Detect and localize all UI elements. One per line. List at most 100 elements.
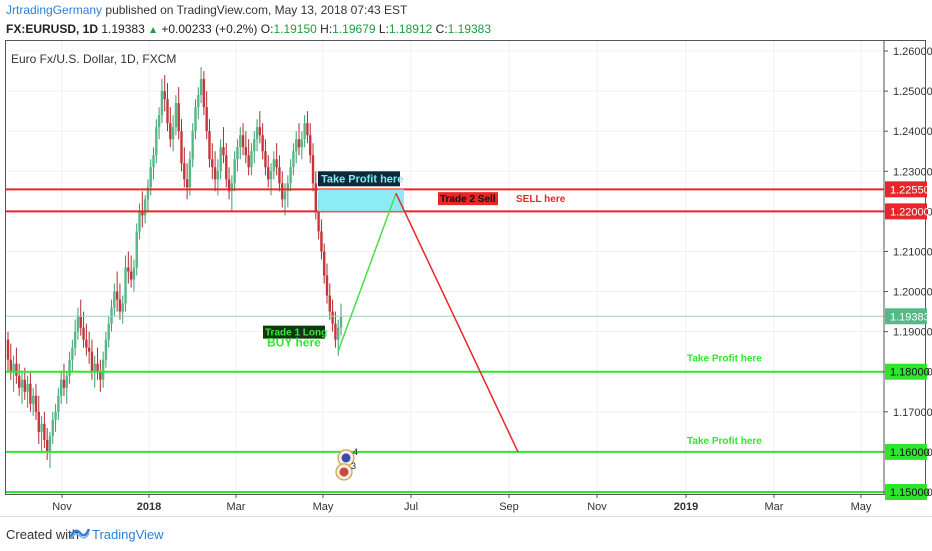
candle-body (79, 315, 82, 328)
sell-label: SELL here (516, 194, 566, 205)
candle-body (143, 199, 147, 216)
symbol-label: FX:EURUSD, 1D (6, 22, 99, 36)
candle-body (171, 127, 175, 140)
candle-body (317, 211, 320, 232)
take-profit-1-label: Take Profit here (687, 354, 762, 365)
candle-body (124, 267, 127, 304)
candle-body (219, 147, 222, 172)
candle-body (311, 155, 315, 184)
y-tick-label: 1.21000 (893, 246, 932, 258)
candle-body (163, 91, 166, 100)
candle-body (138, 211, 141, 232)
candle-body (236, 147, 239, 160)
author-link[interactable]: JrtradingGermany (6, 3, 103, 17)
candle-body (37, 411, 40, 432)
candle-body (188, 159, 192, 188)
candle-body (57, 395, 60, 412)
candle-body (113, 291, 116, 308)
candle-body (118, 299, 122, 312)
candle-body (65, 375, 68, 388)
candle-body (295, 139, 298, 152)
candle-body (194, 107, 197, 132)
candle-body (185, 179, 189, 188)
long-projection-line (337, 193, 397, 352)
candle-body (264, 151, 267, 168)
candle-body (323, 251, 326, 276)
y-tick-label: 1.26000 (893, 46, 932, 58)
candle-body (283, 191, 287, 200)
candle-body (334, 323, 337, 340)
candle-body (15, 363, 18, 376)
candle-body (90, 351, 94, 372)
candle-body (54, 411, 57, 420)
candle-body (303, 123, 306, 140)
footer: Created with TradingView (0, 516, 932, 551)
candle-body (82, 327, 85, 340)
candle-body (152, 155, 155, 168)
candle-body (48, 435, 52, 452)
take-profit-label-bg (318, 171, 400, 187)
candle-body (132, 267, 136, 280)
candle-body (205, 107, 208, 132)
candle-body (180, 131, 183, 164)
level-badge (885, 181, 927, 198)
tradingview-brand[interactable]: TradingView (92, 527, 164, 542)
candle-body (233, 159, 236, 184)
level-badge (885, 483, 927, 500)
event-count: 4 (353, 447, 358, 457)
x-tick-label: May (851, 501, 872, 513)
candle-body (230, 183, 234, 192)
level-label: 1.22000 (890, 206, 930, 218)
x-tick-label: Nov (587, 501, 607, 513)
candle-body (12, 363, 15, 372)
candle-body (309, 135, 312, 156)
candle-body (169, 123, 172, 140)
candle-body (87, 347, 91, 352)
up-arrow-icon: ▲ (148, 25, 158, 36)
candle-body (104, 339, 108, 360)
level-badge (885, 443, 927, 460)
change-value: +0.00233 (+0.2%) (161, 22, 258, 36)
take-profit-box (318, 189, 404, 212)
candle-body (253, 139, 256, 152)
published-text: published on TradingView.com, May 13, 20… (105, 3, 408, 17)
y-tick-label: 1.23000 (893, 166, 932, 178)
horizontal-lines (6, 188, 884, 493)
candle-body (157, 115, 161, 128)
candle-body (197, 95, 200, 108)
y-tick-label: 1.24000 (893, 126, 932, 138)
candle-body (115, 291, 119, 300)
candle-body (166, 99, 169, 124)
y-tick-label: 1.17000 (893, 407, 932, 419)
event-count: 3 (351, 461, 356, 471)
candle-body (71, 347, 74, 360)
candle-body (85, 339, 88, 348)
x-tick-label: 2018 (137, 501, 161, 513)
open-value: 1.19150 (273, 22, 317, 36)
candle-body (339, 316, 343, 328)
candle-body (225, 155, 228, 180)
candle-body (68, 359, 71, 376)
price-chart[interactable]: Euro Fx/U.S. Dollar, 1D, FXCM Take Profi… (0, 0, 932, 516)
event-flag-inner (339, 467, 349, 477)
candle-body (174, 103, 178, 128)
candle-body (213, 167, 217, 180)
candle-body (149, 167, 152, 188)
last-price-badge (885, 308, 927, 325)
drawings-group: Take Profit here Trade 2 Sell SELL here Tra… (263, 171, 762, 481)
tradingview-logo-icon[interactable] (70, 525, 90, 541)
created-with-text: Created with (6, 527, 79, 542)
level-label: 1.18000 (890, 367, 930, 379)
trade2-label: Trade 2 Sell (440, 194, 496, 205)
candle-body (9, 359, 12, 372)
candle-body (222, 147, 225, 156)
trade2-label-bg (438, 192, 498, 206)
high-label: H: (320, 22, 333, 36)
candles-group (6, 67, 343, 468)
level-label: 1.22550 (890, 184, 930, 196)
trade1-label-bg (263, 325, 325, 339)
x-tick-label: Mar (765, 501, 784, 513)
candle-body (107, 323, 110, 340)
candle-body (314, 183, 318, 212)
y-tick-label: 1.19000 (893, 327, 932, 339)
